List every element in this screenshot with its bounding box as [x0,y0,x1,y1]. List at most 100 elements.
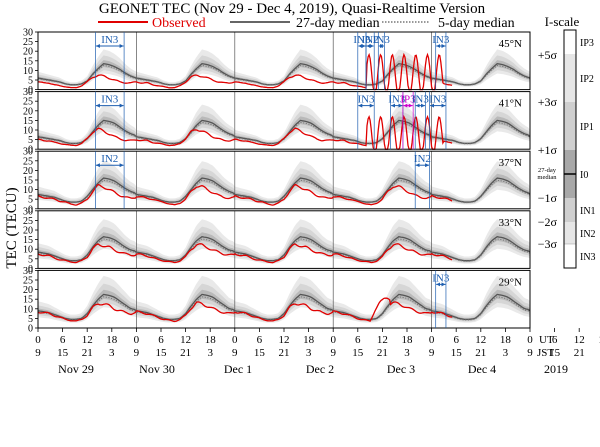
sigma-band-2 [38,60,530,86]
observed-line [37,297,453,323]
chart-title: GEONET TEC (Nov 29 - Dec 4, 2019), Quasi… [99,1,486,17]
jst-tick-label: 21 [377,347,388,359]
y-tick-label: 5 [28,135,33,146]
ut-tick-label: 12 [377,334,388,346]
ut-tick-label: 18 [500,334,512,346]
sigma-label-p5: +5σ [538,48,558,62]
jst-tick-label: 9 [527,347,533,359]
y-tick-label: 25 [23,276,33,287]
ut-tick-label: 0 [35,334,41,346]
jst-tick-label: 15 [57,347,69,359]
x-axis: 0961512211830961512211830961512211830961… [35,328,600,376]
y-tick-label: 20 [23,285,33,296]
event-label: IN3 [432,272,450,284]
ut-tick-label: 6 [453,334,459,346]
ut-tick-label: 18 [106,334,118,346]
jst-axis-label: JST [537,347,554,359]
event-label: IN2 [362,34,379,46]
sigma-label-p1: +1σ [538,143,558,157]
event-label: IN3 [432,34,450,46]
ut-tick-label: 6 [158,334,164,346]
latitude-label: 29°N [499,276,522,288]
y-tick-label: 20 [23,166,33,177]
sigma-label-p3: +3σ [538,95,558,109]
i-level-ip3: IP3 [580,38,594,49]
i-scale-frame [563,29,577,269]
jst-tick-label: 3 [109,347,115,359]
median-5day-line [37,238,531,262]
i-level-in3: IN3 [580,252,596,263]
y-tick-label: 0 [28,324,33,335]
jst-tick-label: 3 [404,347,410,359]
sigma-band-2 [38,232,530,262]
y-tick-label: 0 [28,85,33,96]
y-tick-label: 30 [23,206,33,217]
ut-tick-label: 0 [330,334,336,346]
y-tick-label: 25 [23,97,33,108]
jst-tick-label: 9 [35,347,41,359]
ut-tick-label: 12 [574,334,585,346]
i-scale-band-in3 [563,243,577,269]
jst-tick-label: 15 [549,347,561,359]
ut-tick-label: 12 [180,334,191,346]
ut-tick-label: 6 [552,334,558,346]
y-tick-label: 15 [23,176,33,187]
jst-tick-label: 9 [429,347,435,359]
jst-tick-label: 21 [180,347,191,359]
jst-tick-label: 21 [574,347,585,359]
jst-tick-label: 9 [330,347,336,359]
ut-tick-label: 18 [205,334,217,346]
y-tick-label: 20 [23,226,33,237]
ut-tick-label: 0 [527,334,533,346]
date-label: Nov 30 [139,362,175,376]
median-5day-line [37,64,531,86]
median-27day-line [37,293,531,321]
median-5day-line [37,179,531,204]
y-tick-label: 0 [28,264,33,275]
y-tick-label: 10 [23,185,33,196]
date-label: Nov 29 [58,362,94,376]
jst-tick-label: 15 [254,347,266,359]
y-tick-label: 10 [23,245,33,256]
y-tick-label: 10 [23,66,33,77]
ut-tick-label: 18 [598,334,600,346]
event-label: IN3 [429,94,447,106]
jst-tick-label: 9 [134,347,140,359]
i-scale-title: I-scale [545,14,580,29]
legend-27day-label: 27-day median [296,16,380,31]
y-tick-label: 25 [23,156,33,167]
sigma-label-m2: −2σ [538,215,558,229]
jst-tick-label: 21 [82,347,93,359]
legend: Observed 27-day median 5-day median [98,16,515,31]
y-tick-label: 25 [23,37,33,48]
y-tick-label: 30 [23,28,33,39]
ut-tick-label: 12 [475,334,486,346]
event-label: IN3 [412,94,430,106]
jst-tick-label: 9 [232,347,238,359]
event-label: IN2 [101,153,118,165]
jst-tick-label: 15 [451,347,463,359]
y-tick-label: 10 [23,304,33,315]
y-tick-label: 15 [23,235,33,246]
y-tick-label: 5 [28,254,33,265]
latitude-label: 33°N [499,217,522,229]
i-level-in2: IN2 [580,229,596,240]
latitude-label: 41°N [499,98,522,110]
y-tick-label: 0 [28,204,33,215]
jst-tick-label: 3 [503,347,509,359]
i-scale-band-ip3 [563,29,577,56]
jst-tick-label: 15 [352,347,364,359]
event-label: IN3 [101,34,119,46]
median-5day-line [37,121,531,145]
observed-line [37,183,453,206]
event-label: IN3 [388,94,406,106]
y-tick-label: 30 [23,147,33,158]
observed-line [38,52,453,91]
legend-5day-label: 5-day median [438,16,515,31]
sigma-label-m3: −3σ [538,237,558,251]
